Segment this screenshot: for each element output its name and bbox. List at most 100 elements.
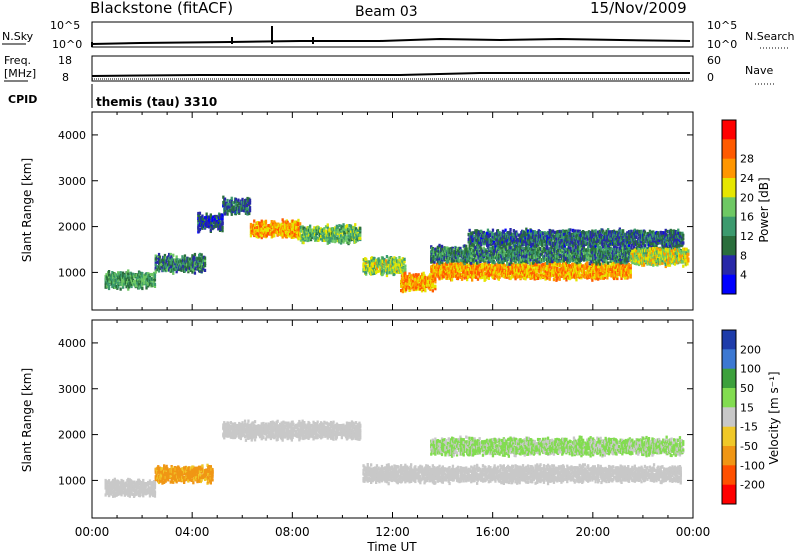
range-cell [434,258,437,262]
range-cell [314,229,317,233]
range-cell [116,273,119,277]
range-cell [463,262,466,266]
range-cell [553,263,556,267]
range-cell [526,249,530,253]
range-cell [506,262,509,266]
range-cell [497,272,500,276]
range-cell [416,277,419,281]
range-cell [395,257,398,261]
range-cell [168,265,171,269]
range-cell [147,272,150,276]
range-cell [408,277,411,281]
range-cell [141,277,144,281]
range-cell [527,266,530,270]
range-cell [274,230,278,234]
range-cell [232,208,235,212]
range-cell [179,260,182,264]
range-cell [251,223,254,227]
range-cell [148,282,152,286]
range-cell [157,254,160,259]
range-cell [375,267,379,271]
range-cell [203,219,207,223]
range-cell [157,257,161,261]
range-cell [504,275,507,279]
range-cell [493,261,496,265]
range-cell [294,220,297,224]
range-cell [243,200,247,204]
freq-trace [91,72,690,77]
range-cell [127,287,130,291]
range-cell [488,255,491,259]
range-cell [356,234,359,238]
range-cell [325,235,328,239]
range-cell [420,272,424,276]
range-cell [226,203,229,207]
range-cell [454,272,457,276]
range-cell [504,264,507,268]
range-cell [397,266,400,270]
range-cell [531,276,534,280]
range-cell [558,261,561,265]
range-cell [398,264,401,268]
range-cell [488,273,491,277]
range-cell [498,245,501,249]
range-cell [261,231,264,235]
range-cell [203,264,207,268]
range-cell [494,266,497,270]
range-cell [315,228,318,232]
range-cell [179,264,182,268]
range-cell [230,203,233,207]
range-cell [513,253,516,258]
range-cell [242,204,245,208]
range-cell [419,283,422,287]
range-cell [433,260,436,264]
range-cell [567,272,570,276]
range-cell [450,251,453,255]
range-cell [445,276,449,280]
range-cell [210,223,213,227]
range-cell [117,285,120,289]
range-cell [153,284,157,288]
range-cell [629,268,632,272]
range-cell [471,254,474,258]
range-cell [280,222,283,226]
range-cell [219,215,222,219]
range-cell [579,262,582,266]
range-cell [479,276,482,280]
range-cell [205,212,208,216]
range-cell [434,284,437,288]
range-cell [132,272,135,276]
range-cell [211,217,214,221]
range-cell [587,265,590,269]
range-cell [480,247,483,251]
range-cell [227,208,230,212]
range-cell [472,270,475,274]
range-cell [563,262,566,266]
range-cell [260,233,263,238]
range-cell [471,278,474,282]
range-cell [503,269,506,273]
range-cell [510,261,513,265]
range-cell [440,249,443,253]
range-cell [438,255,441,259]
range-cell [249,234,253,238]
range-cell [596,274,599,278]
range-cell [404,285,407,289]
range-cell [281,235,284,239]
range-cell [477,268,480,272]
range-cell [531,272,534,276]
range-cell [139,285,142,289]
range-cell [592,276,596,280]
range-cell [595,264,598,268]
range-cell [457,254,460,258]
range-cell [586,260,589,265]
range-cell [345,240,349,244]
range-cell [487,270,490,274]
range-cell [109,275,112,279]
range-cell [629,272,632,276]
range-cell [198,215,201,219]
range-cell [213,219,216,223]
range-cell [348,238,351,242]
range-cell [221,222,224,226]
range-cell [533,270,536,274]
